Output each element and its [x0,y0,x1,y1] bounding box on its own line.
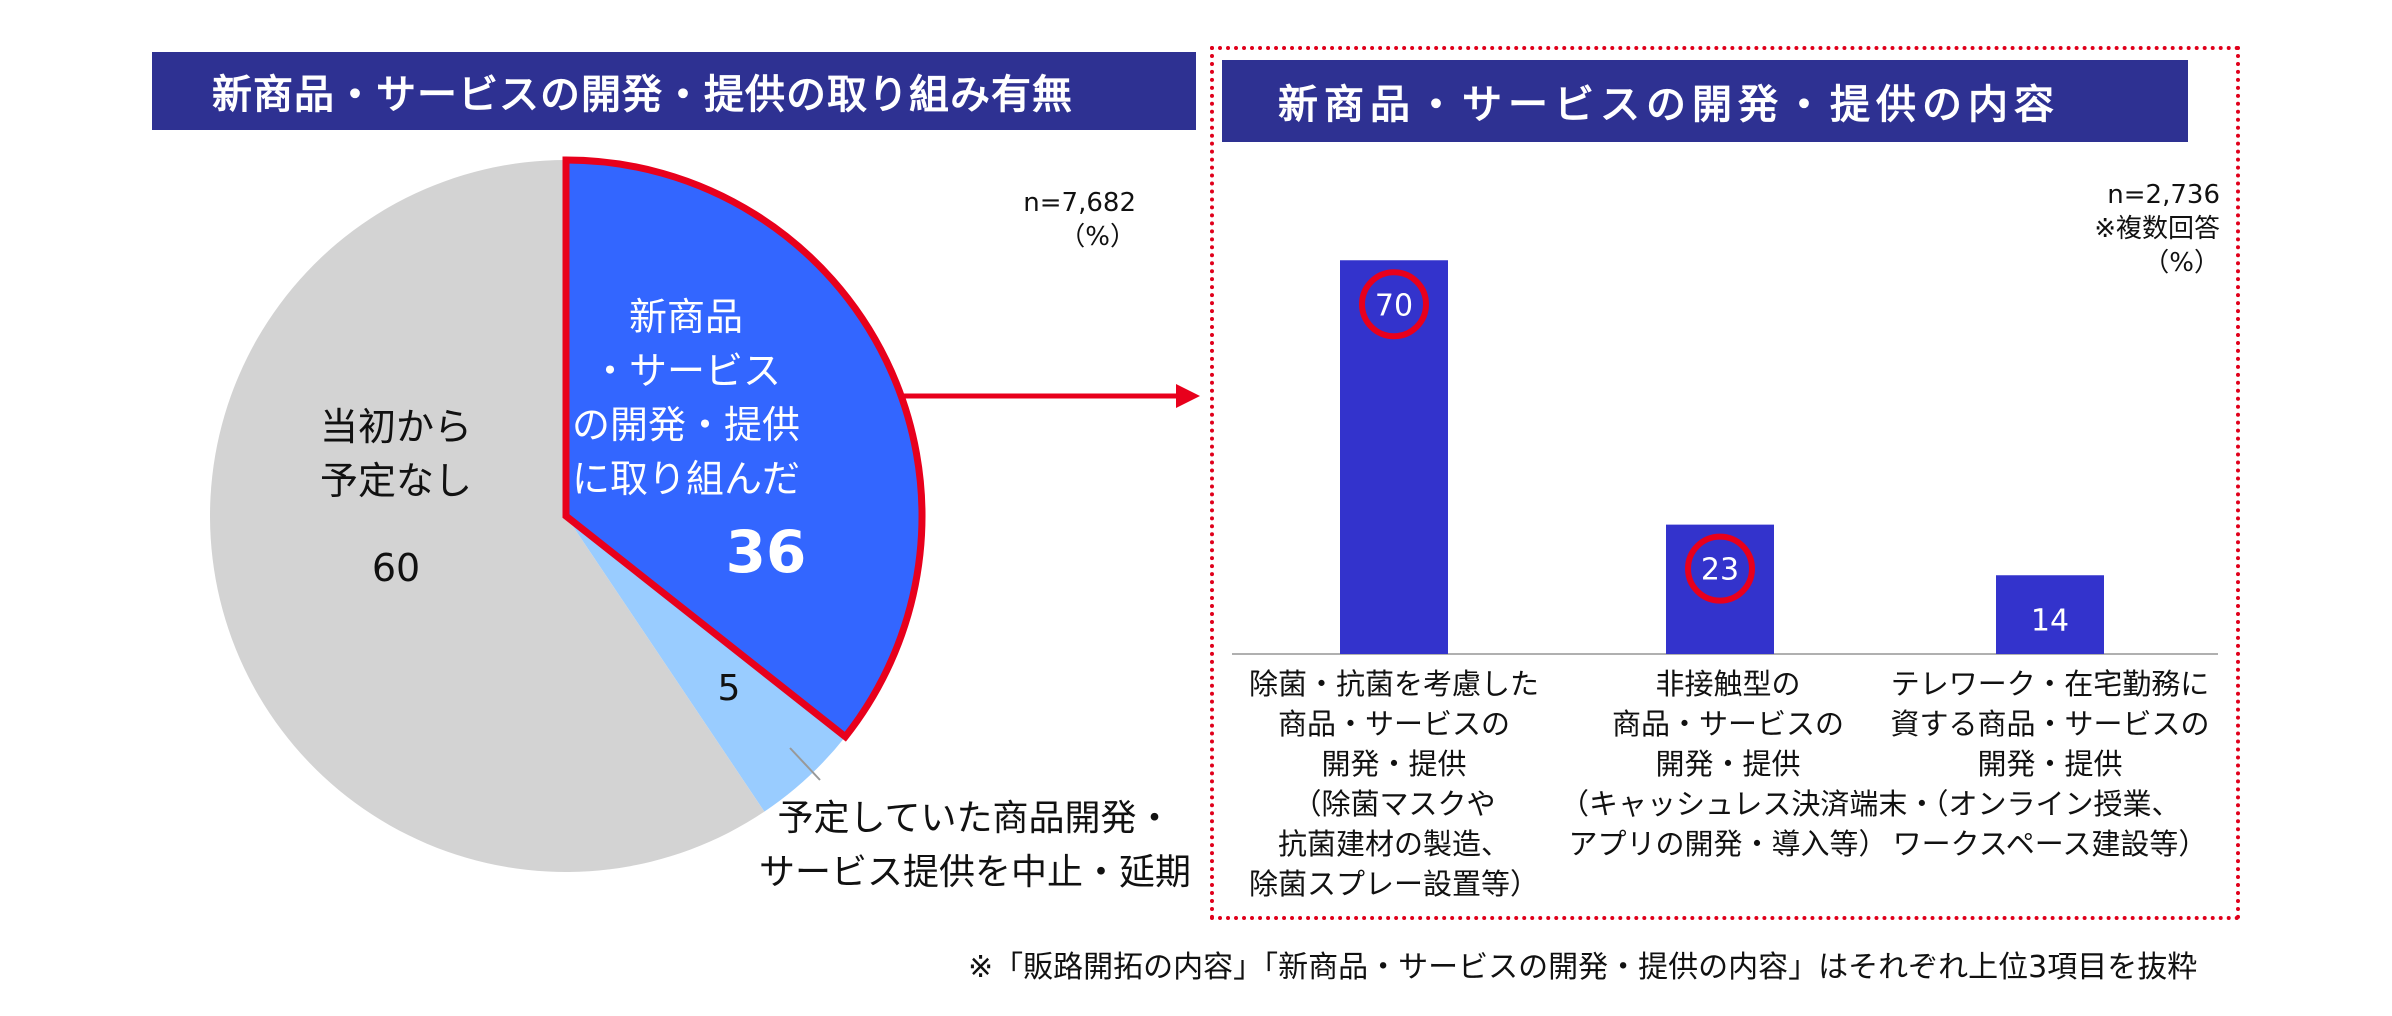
bar-category-label-2: 非接触型の 商品・サービスの 開発・提供 （キャッシュレス決済端末・ アプリの開… [1560,667,1937,861]
bar-value-circle-1 [1359,269,1429,340]
bar-3 [1996,575,2104,654]
pie-slice-started [562,156,926,742]
bar-chart: 70 23 14 [1232,260,2218,655]
pie-label-started: 新商品 ・サービス の開発・提供 に取り組んだ [571,295,800,501]
bar-category-label-3: テレワーク・在宅勤務に 資する商品・サービスの 開発・提供 （オンライン授業、 … [1890,667,2210,861]
bar-2 [1666,524,1774,654]
pie-value-no-plan: 60 [371,546,421,590]
right-panel-frame [1210,46,2240,920]
connector-arrowhead-icon [1176,384,1200,408]
pie-value-started: 36 [725,518,807,586]
bar-value-label-3: 14 [2031,603,2069,638]
bar-note: n=2,736 ※複数回答 （%） [2094,180,2220,278]
bar-category-label-1: 除菌・抗菌を考慮した 商品・サービスの 開発・提供 （除菌マスクや 抗菌建材の製… [1248,667,1539,901]
left-panel-title: 新商品・サービスの開発・提供の取り組み有無 [152,52,1196,130]
pie-slice-cancelled [566,516,846,812]
pie-slice-no-plan [210,160,765,872]
pie-note: n=7,682 （%） [1023,188,1136,252]
bar-1 [1340,260,1448,654]
right-panel-title: 新商品・サービスの開発・提供の内容 [1222,60,2188,142]
pie-chart [210,156,926,872]
bar-value-circle-2 [1685,533,1755,604]
bar-value-label-2: 23 [1701,553,1739,588]
pie-value-cancelled: 5 [717,668,741,709]
cancelled-leader-line [789,747,821,781]
bar-value-label-1: 70 [1375,288,1413,323]
pie-label-no-plan: 当初から 予定なし [319,405,472,503]
pie-label-cancelled: 予定していた商品開発・ サービス提供を中止・延期 [758,798,1191,893]
footnote: ※「販路開拓の内容」「新商品・サービスの開発・提供の内容」はそれぞれ上位3項目を… [968,950,2198,985]
